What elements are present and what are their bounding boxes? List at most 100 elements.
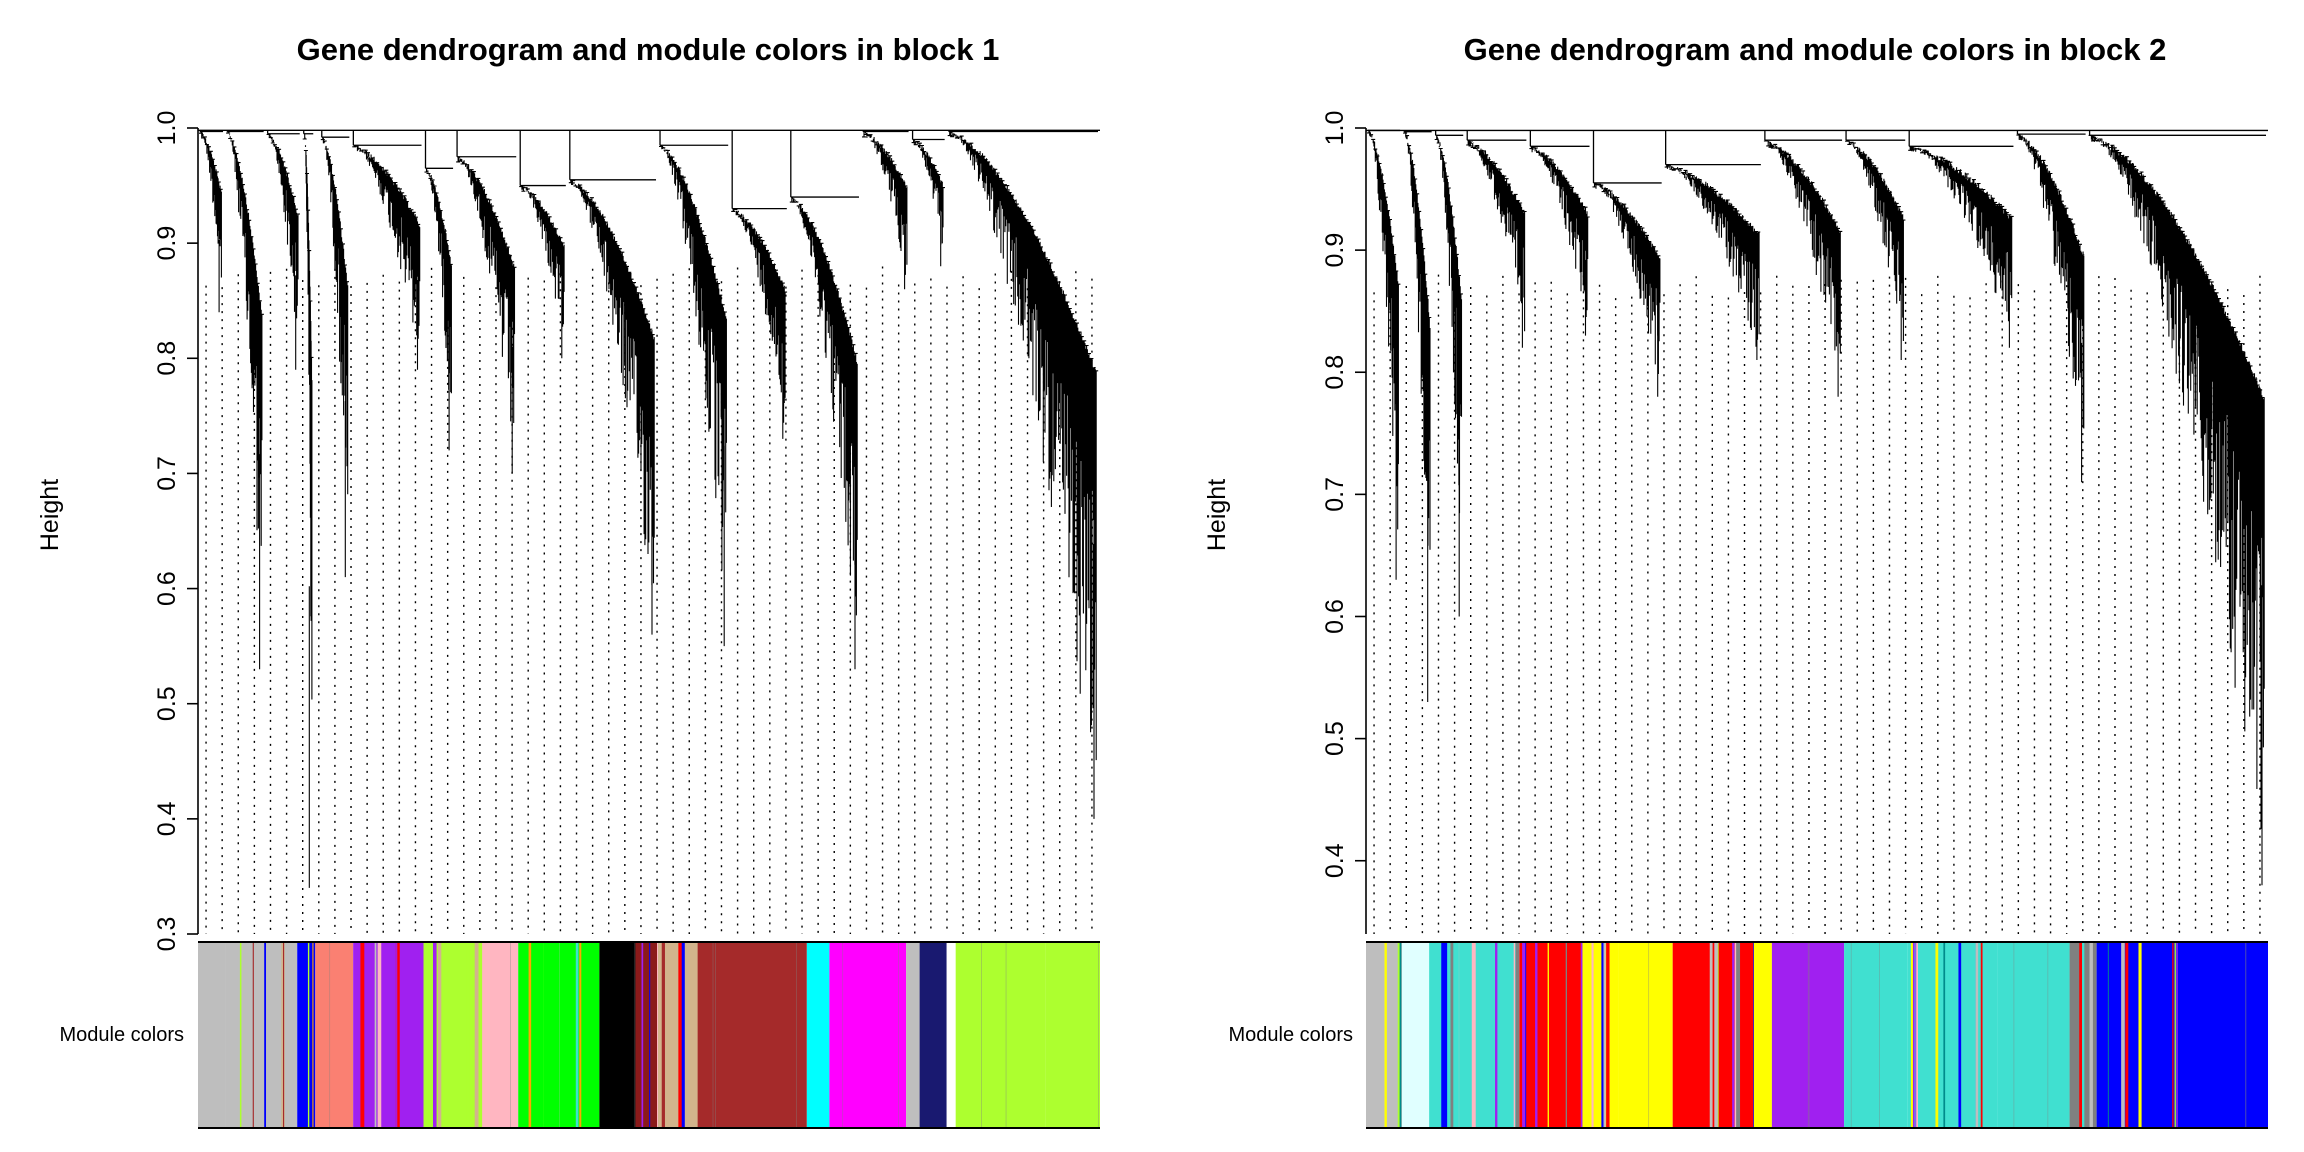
module-color-stripe — [241, 942, 243, 1128]
module-color-stripe — [432, 942, 437, 1128]
dendrogram-branch — [424, 130, 454, 451]
module-color-segment — [2096, 942, 2181, 1128]
branch-leaves — [519, 185, 565, 359]
branch-leaves — [731, 208, 788, 439]
branch-leaves — [199, 131, 223, 313]
dendrogram-branch — [789, 130, 859, 670]
module-color-stripe — [469, 942, 473, 1128]
branch-leaves — [226, 131, 264, 670]
branch-leaves — [320, 137, 349, 578]
y-tick-label: 0.9 — [153, 226, 181, 261]
module-color-stripe — [238, 942, 243, 1128]
module-color-stripe — [309, 942, 313, 1128]
dendrogram-branch — [731, 130, 788, 439]
module-color-stripe — [1601, 942, 1606, 1128]
module-color-stripe — [225, 942, 229, 1128]
branch-leaves — [1529, 146, 1590, 336]
module-color-segment — [315, 942, 354, 1128]
branch-leaves — [1434, 135, 1463, 617]
module-color-stripe — [528, 942, 532, 1128]
branch-leaves — [2088, 134, 2265, 886]
module-color-stripe — [2107, 942, 2109, 1128]
branch-leaves — [302, 133, 314, 888]
dendrogram-branch — [2016, 130, 2086, 483]
module-color-stripe — [2100, 942, 2103, 1128]
module-color-stripe — [1601, 942, 1604, 1128]
module-color-segment — [1402, 942, 1430, 1128]
dendrogram-branch — [911, 130, 945, 267]
module-color-stripe — [1912, 942, 1915, 1128]
panel-block-2: Gene dendrogram and module colors in blo… — [1203, 32, 2268, 1129]
module-color-stripe — [282, 942, 285, 1128]
module-color-segment — [482, 942, 519, 1128]
y-tick-label: 0.4 — [153, 801, 181, 836]
dendrogram-branch — [302, 130, 314, 888]
branch-leaves — [1367, 130, 1401, 580]
module-color-segment — [1753, 942, 1772, 1128]
module-color-stripe — [388, 942, 390, 1128]
module-color-stripe — [1398, 942, 1402, 1128]
module-color-segment — [1618, 942, 1673, 1128]
module-color-stripe — [307, 942, 310, 1128]
module-color-stripe — [1503, 942, 1506, 1128]
dendrogram-branch — [1592, 130, 1662, 397]
dendrogram-branch — [1434, 130, 1464, 617]
module-color-stripe — [263, 942, 267, 1128]
module-color-stripe — [1397, 942, 1400, 1128]
module-color-stripe — [1535, 942, 1538, 1128]
module-color-segment — [955, 942, 1046, 1128]
module-color-block — [1519, 942, 1583, 1128]
module-color-segment — [829, 942, 907, 1128]
module-color-stripe — [1465, 942, 1467, 1128]
module-color-segment — [353, 942, 425, 1128]
module-color-stripe — [1744, 942, 1746, 1128]
module-color-block — [1672, 942, 1754, 1128]
module-color-stripe — [2168, 942, 2171, 1128]
module-color-stripe — [1394, 942, 1397, 1128]
module-color-segment — [698, 942, 807, 1128]
module-color-stripe — [254, 942, 259, 1128]
y-axis-block-2: 0.4 0.5 0.6 0.7 0.8 0.9 1.0 — [1321, 111, 1367, 934]
module-color-stripe — [1429, 942, 1432, 1128]
module-color-stripe — [2080, 942, 2085, 1128]
y-tick-label: 0.7 — [1321, 477, 1349, 512]
module-color-block — [946, 942, 956, 1128]
branch-leaves — [1763, 140, 1843, 397]
module-color-stripe — [1613, 942, 1616, 1128]
module-color-stripe — [2174, 942, 2176, 1128]
module-color-stripe — [392, 942, 396, 1128]
module-color-stripe — [1522, 942, 1526, 1128]
module-color-segment — [635, 942, 661, 1128]
module-color-stripe — [579, 942, 582, 1128]
branch-leaves — [1845, 140, 1906, 360]
dendrogram-branch — [226, 130, 264, 670]
module-color-block — [1366, 942, 1385, 1128]
y-tick-label: 0.9 — [1321, 233, 1349, 268]
module-color-stripe — [431, 942, 433, 1128]
dendrogram-branch — [199, 130, 224, 313]
dendrogram-block-1 — [198, 129, 1100, 934]
branch-leaves — [456, 156, 517, 474]
module-color-segment — [919, 942, 947, 1128]
module-color-stripe — [1471, 942, 1476, 1128]
module-color-stripe — [2140, 942, 2145, 1128]
module-color-block — [315, 942, 354, 1128]
module-color-stripe — [692, 942, 697, 1128]
module-color-stripe — [241, 942, 245, 1128]
module-color-stripe — [661, 942, 665, 1128]
module-color-segment — [806, 942, 830, 1128]
module-color-segment — [1519, 942, 1585, 1128]
module-color-stripe — [1606, 942, 1610, 1128]
dendrogram-branch — [2088, 130, 2266, 886]
module-color-segment — [2177, 942, 2268, 1128]
module-color-stripe — [1551, 942, 1554, 1128]
dendrogram-branch — [1763, 130, 1843, 397]
module-color-stripe — [2138, 942, 2142, 1128]
module-colors-bar-block-2 — [1366, 941, 2268, 1129]
module-colors-bar-block-1 — [198, 941, 1100, 1129]
y-tick-label: 0.6 — [1321, 599, 1349, 634]
chart-title-block-2: Gene dendrogram and module colors in blo… — [1464, 32, 2167, 67]
branch-leaves — [266, 133, 300, 370]
module-color-stripe — [1748, 942, 1752, 1128]
dendrogram-branch — [1466, 130, 1527, 348]
